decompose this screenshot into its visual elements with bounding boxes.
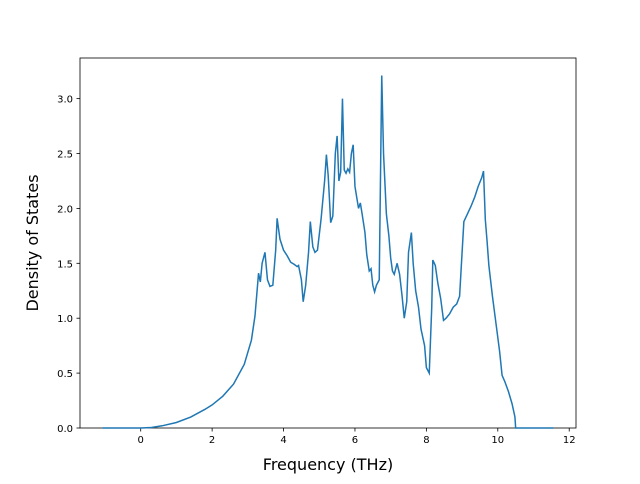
x-tick-label: 0 xyxy=(138,435,144,446)
x-tick-label: 8 xyxy=(423,435,429,446)
axes-frame xyxy=(79,57,577,429)
y-tick-label: 3.0 xyxy=(57,95,73,106)
y-tick-label: 2.5 xyxy=(57,150,73,161)
data-line xyxy=(102,75,554,429)
x-axis-label: Frequency (THz) xyxy=(263,455,393,474)
y-tick-label: 1.0 xyxy=(57,314,73,325)
y-tick-label: 1.5 xyxy=(57,259,73,270)
y-tick-label: 0.0 xyxy=(57,424,73,435)
x-tick-label: 2 xyxy=(209,435,215,446)
x-tick-label: 6 xyxy=(352,435,358,446)
y-tick-label: 0.5 xyxy=(57,369,73,380)
x-tick-label: 12 xyxy=(563,435,576,446)
x-tick-label: 4 xyxy=(280,435,286,446)
y-tick-label: 2.0 xyxy=(57,204,73,215)
y-axis-label: Density of States xyxy=(23,174,42,311)
x-tick-label: 10 xyxy=(491,435,504,446)
